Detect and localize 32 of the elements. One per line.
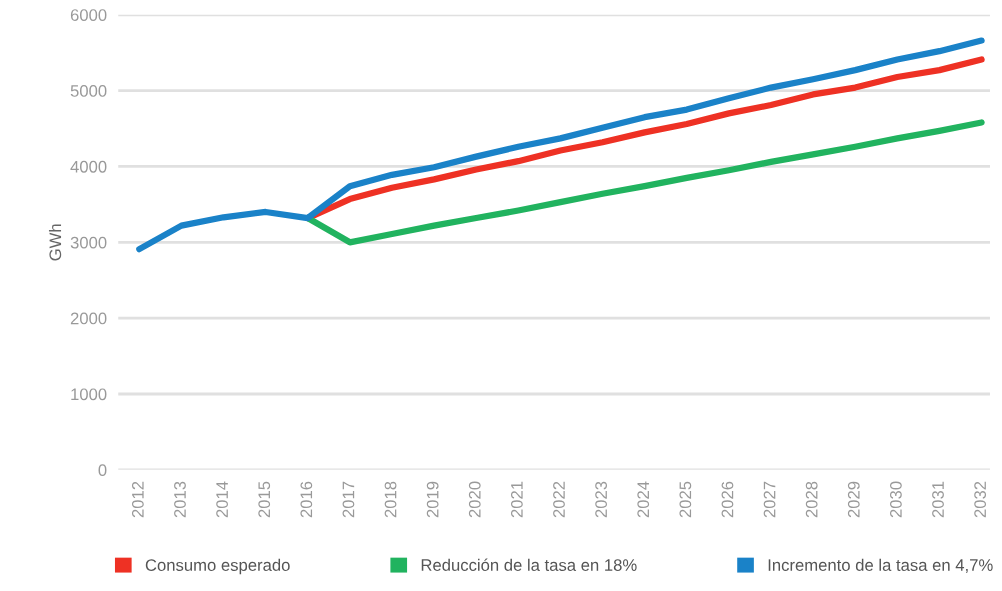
- y-tick-label: 4000: [70, 160, 107, 173]
- x-tick-label: 2017: [342, 481, 355, 518]
- x-tick-label: 2020: [468, 481, 481, 518]
- y-tick-label: 1000: [71, 388, 107, 401]
- x-tick-label: 2021: [510, 481, 523, 518]
- x-tick-label: 2024: [637, 481, 650, 518]
- y-tick-label: 0: [98, 464, 107, 477]
- legend-label: Consumo esperado: [145, 558, 290, 575]
- y-tick-label: 6000: [70, 9, 107, 21]
- x-tick-label: 2029: [847, 481, 860, 518]
- x-tick-label: 2019: [426, 481, 439, 518]
- x-tick-label: 2015: [258, 481, 271, 518]
- x-tick-label: 2014: [216, 481, 228, 518]
- x-tick-label: 2016: [300, 481, 313, 518]
- y-axis-title: GWh: [48, 224, 62, 261]
- x-tick-label: 2023: [595, 481, 608, 518]
- x-tick-label: 2028: [805, 481, 818, 518]
- x-tick-label: 2031: [932, 481, 944, 518]
- x-tick-label: 2030: [890, 481, 902, 518]
- x-tick-label: 2025: [679, 481, 692, 518]
- legend-label: Incremento de la tasa en 4,7%: [768, 558, 993, 573]
- x-tick-label: 2026: [721, 481, 734, 518]
- legend-label: Reducción de la tasa en 18%: [421, 558, 637, 571]
- x-tick-label: 2012: [131, 481, 144, 518]
- x-tick-label: 2022: [553, 481, 565, 518]
- x-tick-label: 2027: [763, 481, 776, 518]
- x-tick-label: 2013: [174, 481, 186, 518]
- y-tick-label: 2000: [70, 312, 107, 325]
- x-tick-label: 2018: [384, 481, 397, 518]
- y-tick-label: 3000: [70, 236, 107, 249]
- y-tick-label: 5000: [70, 85, 107, 97]
- x-tick-label: 2032: [974, 481, 987, 518]
